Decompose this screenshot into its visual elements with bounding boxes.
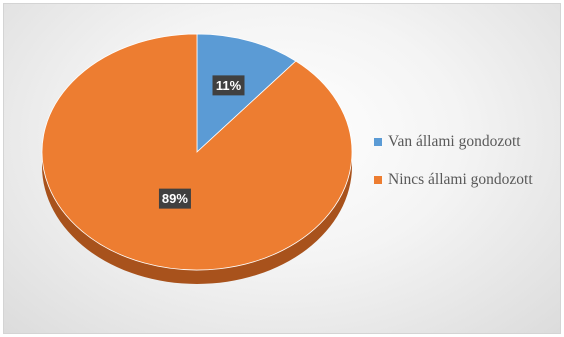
legend: Van állami gondozott Nincs állami gondoz…	[374, 132, 560, 208]
pie-chart: 11% 89%	[41, 33, 353, 284]
data-label-0: 11%	[212, 75, 245, 96]
legend-swatch-van	[374, 138, 382, 146]
pie-slice-0	[196, 33, 297, 153]
legend-swatch-nincs	[374, 176, 382, 184]
legend-item-van: Van állami gondozott	[374, 132, 560, 152]
data-label-box-1	[158, 188, 191, 209]
data-label-1: 89%	[158, 188, 191, 209]
data-label-text-0: 11%	[216, 78, 242, 93]
legend-label-nincs: Nincs állami gondozott	[388, 171, 533, 188]
data-label-box-0	[212, 75, 245, 96]
chart-area: 11% 89% Van állami gondozott Nincs állami…	[3, 3, 561, 334]
pie-slice-1	[41, 33, 353, 271]
data-label-text-1: 89%	[162, 191, 188, 206]
legend-label-van: Van állami gondozott	[388, 133, 521, 150]
legend-item-nincs: Nincs állami gondozott	[374, 170, 560, 190]
